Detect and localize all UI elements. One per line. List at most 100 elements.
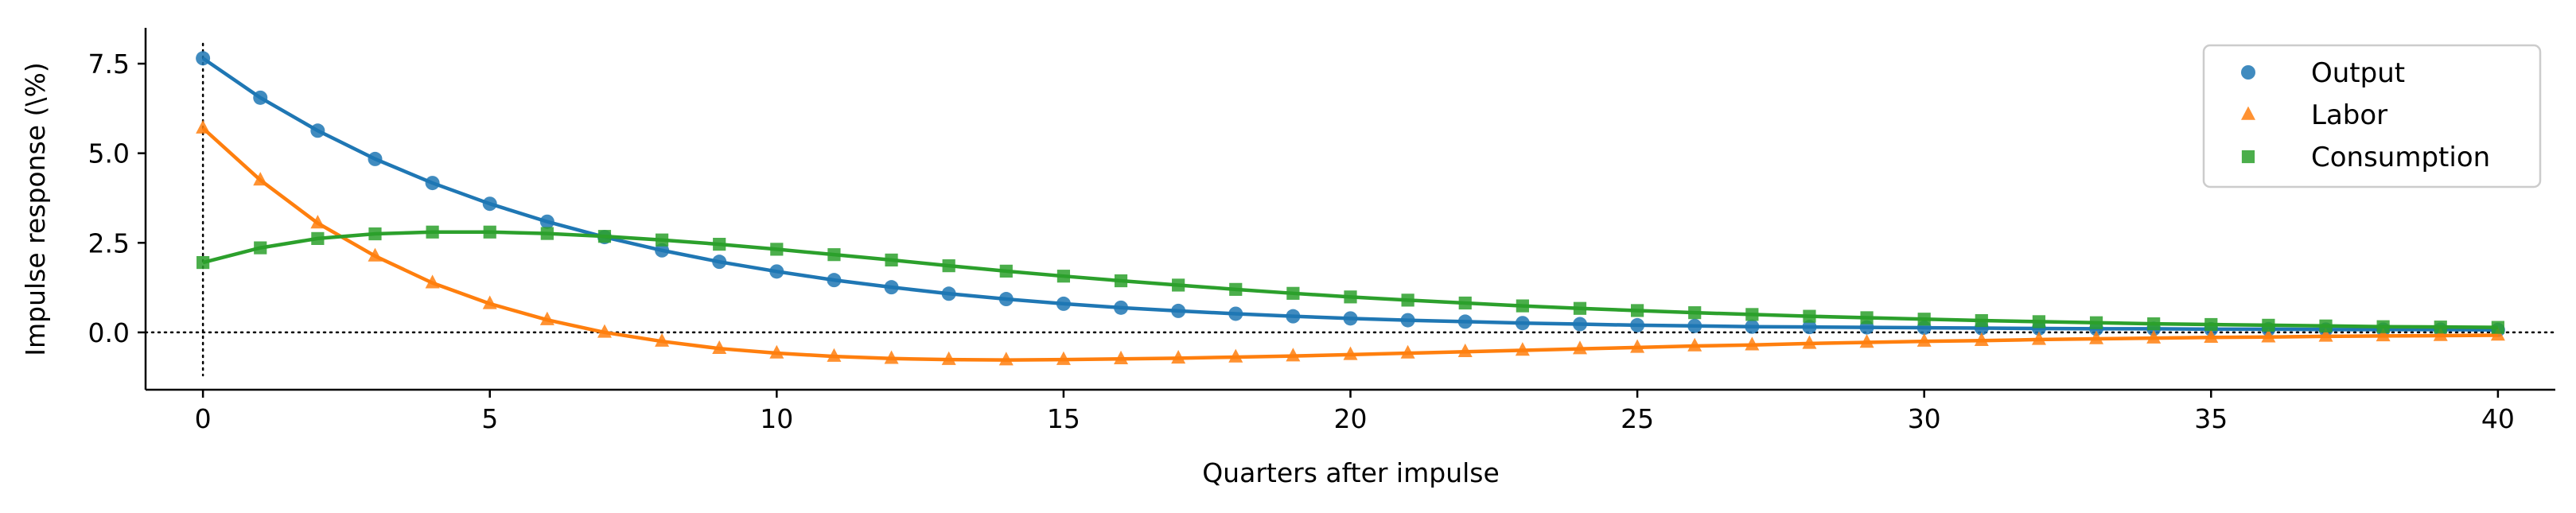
data-point-consumption (540, 227, 554, 240)
data-point-labor (1916, 332, 1932, 347)
x-ticks: 0 5 10 15 20 25 30 35 40 (195, 390, 2515, 434)
data-point-labor (712, 340, 727, 354)
series-labor (196, 119, 2505, 366)
data-point-labor (2490, 327, 2505, 341)
data-point-consumption (2262, 318, 2275, 332)
data-point-labor (1745, 336, 1760, 351)
legend-box (2202, 44, 2542, 188)
data-point-consumption (197, 255, 210, 270)
data-point-output (539, 214, 555, 229)
data-point-labor (597, 324, 612, 338)
data-point-consumption (311, 231, 325, 245)
data-point-consumption (1229, 282, 1243, 296)
data-point-labor (769, 344, 784, 359)
x-tick-label: 35 (2194, 403, 2228, 434)
data-point-output (1572, 317, 1587, 332)
data-point-consumption (2089, 316, 2103, 329)
data-point-labor (2031, 331, 2046, 345)
data-point-labor (2261, 328, 2276, 343)
data-point-output (827, 273, 842, 288)
data-point-output (196, 51, 211, 66)
series-layer (196, 51, 2505, 366)
data-point-consumption (1401, 293, 1414, 307)
data-point-labor (1802, 335, 1817, 349)
data-point-labor (425, 274, 440, 289)
x-tick-label: 10 (760, 403, 793, 434)
data-point-output (1802, 320, 1817, 335)
data-point-labor (1687, 337, 1702, 352)
data-point-consumption (1803, 309, 1816, 323)
data-point-consumption (827, 248, 841, 262)
data-point-labor (1457, 343, 1473, 357)
data-point-consumption (1056, 270, 1071, 283)
data-point-labor (1171, 350, 1186, 364)
data-point-consumption (1573, 301, 1587, 315)
data-point-labor (655, 332, 670, 347)
data-point-output (1114, 300, 1129, 315)
data-point-labor (2146, 329, 2162, 344)
data-point-consumption (655, 233, 669, 247)
legend-label-consumption: Consumption (2311, 142, 2490, 173)
data-point-output (884, 280, 899, 295)
data-point-output (1515, 316, 1530, 331)
x-tick-label: 30 (1908, 403, 1941, 434)
x-tick-label: 20 (1334, 403, 1368, 434)
data-point-output (1630, 317, 1645, 332)
data-point-output (655, 243, 670, 258)
y-tick-label: 0.0 (88, 317, 130, 348)
data-point-output (1286, 309, 1301, 324)
data-point-consumption (1745, 308, 1759, 321)
data-point-consumption (2376, 320, 2390, 333)
data-point-consumption (1975, 313, 1988, 328)
data-point-consumption (885, 253, 898, 267)
data-point-labor (2376, 328, 2391, 342)
data-point-labor (2433, 327, 2448, 341)
data-point-consumption (713, 237, 726, 251)
data-point-consumption (1688, 306, 1702, 320)
data-point-labor (941, 351, 956, 365)
data-point-labor (368, 247, 383, 262)
data-point-labor (2204, 328, 2219, 343)
data-point-output (1745, 319, 1760, 334)
legend-marker-output (2241, 65, 2255, 80)
data-point-consumption (1114, 274, 1128, 288)
data-point-labor (827, 348, 842, 362)
data-point-consumption (2434, 321, 2447, 334)
data-point-labor (1400, 344, 1415, 359)
data-point-output (482, 196, 497, 212)
data-point-consumption (597, 230, 612, 243)
data-point-labor (1286, 348, 1301, 362)
legend-items: Output Labor Consumption (2241, 57, 2490, 173)
data-point-output (998, 292, 1014, 307)
data-point-consumption (1458, 296, 1472, 310)
data-point-labor (1515, 342, 1530, 356)
data-point-output (1056, 296, 1071, 311)
y-tick-label: 7.5 (88, 49, 130, 80)
data-point-labor (482, 295, 497, 309)
data-point-consumption (999, 264, 1013, 278)
data-point-consumption (483, 225, 496, 239)
x-axis-title: Quarters after impulse (1202, 457, 1500, 488)
data-point-output (253, 90, 268, 105)
data-point-consumption (2319, 319, 2333, 332)
data-point-labor (539, 311, 555, 325)
legend-label-labor: Labor (2311, 99, 2387, 131)
x-tick-label: 40 (2481, 403, 2515, 434)
y-axis-title: Impulse response (\%) (20, 62, 51, 356)
data-point-output (1687, 318, 1702, 333)
x-tick-label: 0 (195, 403, 212, 434)
data-point-output (368, 151, 383, 166)
data-point-labor (1630, 339, 1645, 353)
data-point-output (1171, 303, 1186, 318)
data-point-labor (998, 352, 1014, 366)
data-point-consumption (254, 241, 267, 255)
data-point-output (1228, 306, 1243, 321)
y-tick-label: 2.5 (88, 227, 130, 258)
data-point-consumption (2204, 317, 2218, 332)
series-line-output (201, 56, 2498, 332)
data-point-consumption (1516, 299, 1529, 313)
data-point-consumption (1286, 286, 1300, 300)
data-point-labor (1859, 334, 1874, 348)
data-point-consumption (942, 259, 955, 273)
